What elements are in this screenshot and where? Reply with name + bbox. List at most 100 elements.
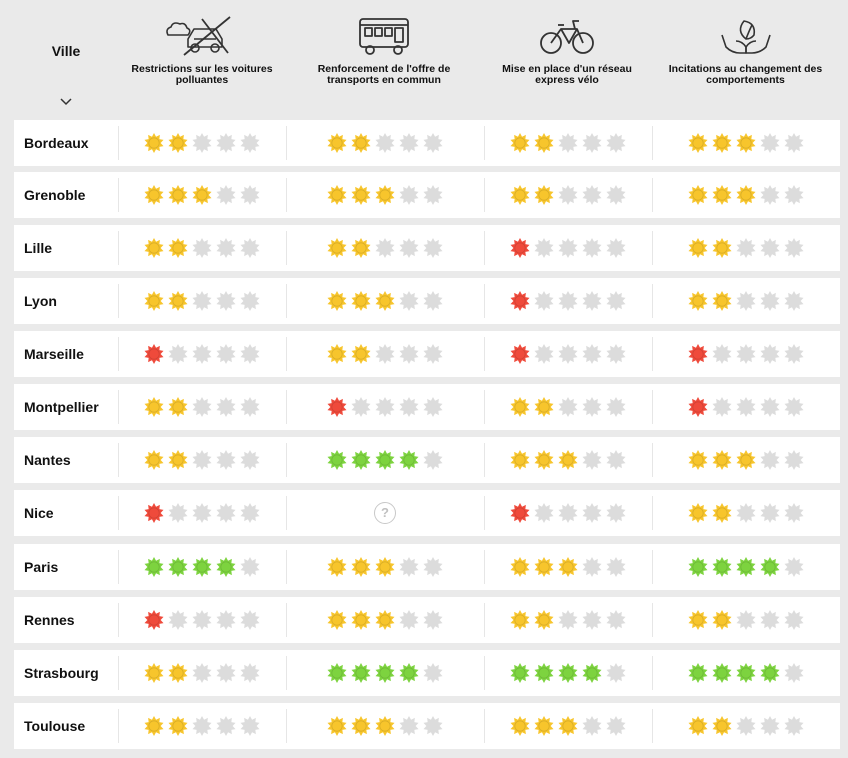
sun-icon-yellow (712, 238, 732, 258)
score-cell (118, 597, 286, 643)
column-divider (484, 496, 485, 530)
sun-icon-yellow (688, 610, 708, 630)
sun-icon-empty (760, 716, 780, 736)
sun-icon-yellow (144, 450, 164, 470)
header-label-comportements: Incitations au changement des comporteme… (668, 63, 823, 86)
score-cell (652, 278, 840, 324)
sun-icon-empty (399, 397, 419, 417)
score-cell (118, 490, 286, 536)
sun-icon-empty (423, 663, 443, 683)
sun-icon-yellow (510, 133, 530, 153)
score-cell (652, 437, 840, 483)
sun-icon-yellow (712, 610, 732, 630)
sun-icon-yellow (168, 716, 188, 736)
sun-icon-yellow (375, 291, 395, 311)
sun-icon-empty (558, 291, 578, 311)
sun-icon-empty (216, 716, 236, 736)
sun-icon-empty (736, 238, 756, 258)
sun-icon-yellow (144, 397, 164, 417)
column-divider (118, 390, 119, 424)
sun-icon-empty (582, 133, 602, 153)
city-name: Nantes (24, 452, 71, 468)
sun-icon-yellow (558, 557, 578, 577)
sun-icon-empty (240, 450, 260, 470)
bicycle-icon (540, 20, 594, 54)
score-cell (484, 278, 652, 324)
sun-icon-green (510, 663, 530, 683)
score-cell (484, 225, 652, 271)
sun-icon-empty (375, 133, 395, 153)
sun-icon-empty (240, 397, 260, 417)
sun-icon-yellow (168, 238, 188, 258)
sun-icon-empty (558, 344, 578, 364)
sun-icon-empty (784, 610, 804, 630)
sun-icon-yellow (351, 557, 371, 577)
ville-column-header[interactable]: Ville (14, 0, 118, 118)
sun-icon-empty (216, 663, 236, 683)
score-cell (286, 278, 484, 324)
sun-icon-yellow (712, 133, 732, 153)
sun-icon-red (688, 397, 708, 417)
sun-icon-green (688, 663, 708, 683)
sun-icon-yellow (327, 238, 347, 258)
score-cell (286, 120, 484, 166)
sun-icon-empty (399, 185, 419, 205)
column-divider (652, 178, 653, 212)
table-row: Strasbourg (14, 650, 840, 696)
sun-icon-green (534, 663, 554, 683)
score-cell (286, 703, 484, 749)
sun-icon-yellow (192, 185, 212, 205)
sun-icon-empty (736, 503, 756, 523)
score-cell (286, 331, 484, 377)
city-name: Marseille (24, 346, 84, 362)
score-cell (652, 544, 840, 590)
sun-icon-red (510, 344, 530, 364)
chevron-down-icon[interactable] (58, 94, 74, 110)
sun-icon-empty (606, 397, 626, 417)
sun-icon-empty (240, 238, 260, 258)
sun-icon-empty (240, 557, 260, 577)
sun-icon-yellow (712, 716, 732, 736)
question-mark-icon: ? (374, 502, 396, 524)
sun-icon-empty (192, 291, 212, 311)
sun-icon-empty (216, 344, 236, 364)
column-divider (286, 496, 287, 530)
sun-icon-yellow (375, 185, 395, 205)
sun-icon-yellow (688, 185, 708, 205)
header-velo: Mise en place d'un réseau express vélo (483, 0, 651, 118)
column-divider (118, 656, 119, 690)
sun-icon-yellow (558, 450, 578, 470)
score-cell (286, 650, 484, 696)
sun-icon-yellow (144, 663, 164, 683)
score-cell (484, 544, 652, 590)
sun-icon-green (760, 557, 780, 577)
score-cell (286, 597, 484, 643)
sun-icon-empty (784, 557, 804, 577)
sun-icon-empty (606, 450, 626, 470)
sun-icon-yellow (168, 450, 188, 470)
sun-icon-yellow (144, 133, 164, 153)
sun-icon-empty (399, 291, 419, 311)
sun-icon-yellow (510, 450, 530, 470)
sun-icon-empty (606, 344, 626, 364)
column-divider (652, 443, 653, 477)
column-divider (286, 231, 287, 265)
sun-icon-empty (534, 238, 554, 258)
column-divider (484, 709, 485, 743)
sun-icon-yellow (510, 185, 530, 205)
column-divider (484, 178, 485, 212)
table-row: Montpellier (14, 384, 840, 430)
city-name: Lille (24, 240, 53, 256)
sun-icon-yellow (688, 716, 708, 736)
sun-icon-empty (240, 663, 260, 683)
sun-icon-empty (736, 610, 756, 630)
score-cell (118, 331, 286, 377)
sun-icon-empty (423, 238, 443, 258)
sun-icon-empty (399, 610, 419, 630)
sun-icon-empty (192, 663, 212, 683)
column-divider (484, 550, 485, 584)
sun-icon-yellow (351, 291, 371, 311)
sun-icon-empty (216, 397, 236, 417)
city-name: Bordeaux (24, 135, 89, 151)
sun-icon-yellow (351, 716, 371, 736)
